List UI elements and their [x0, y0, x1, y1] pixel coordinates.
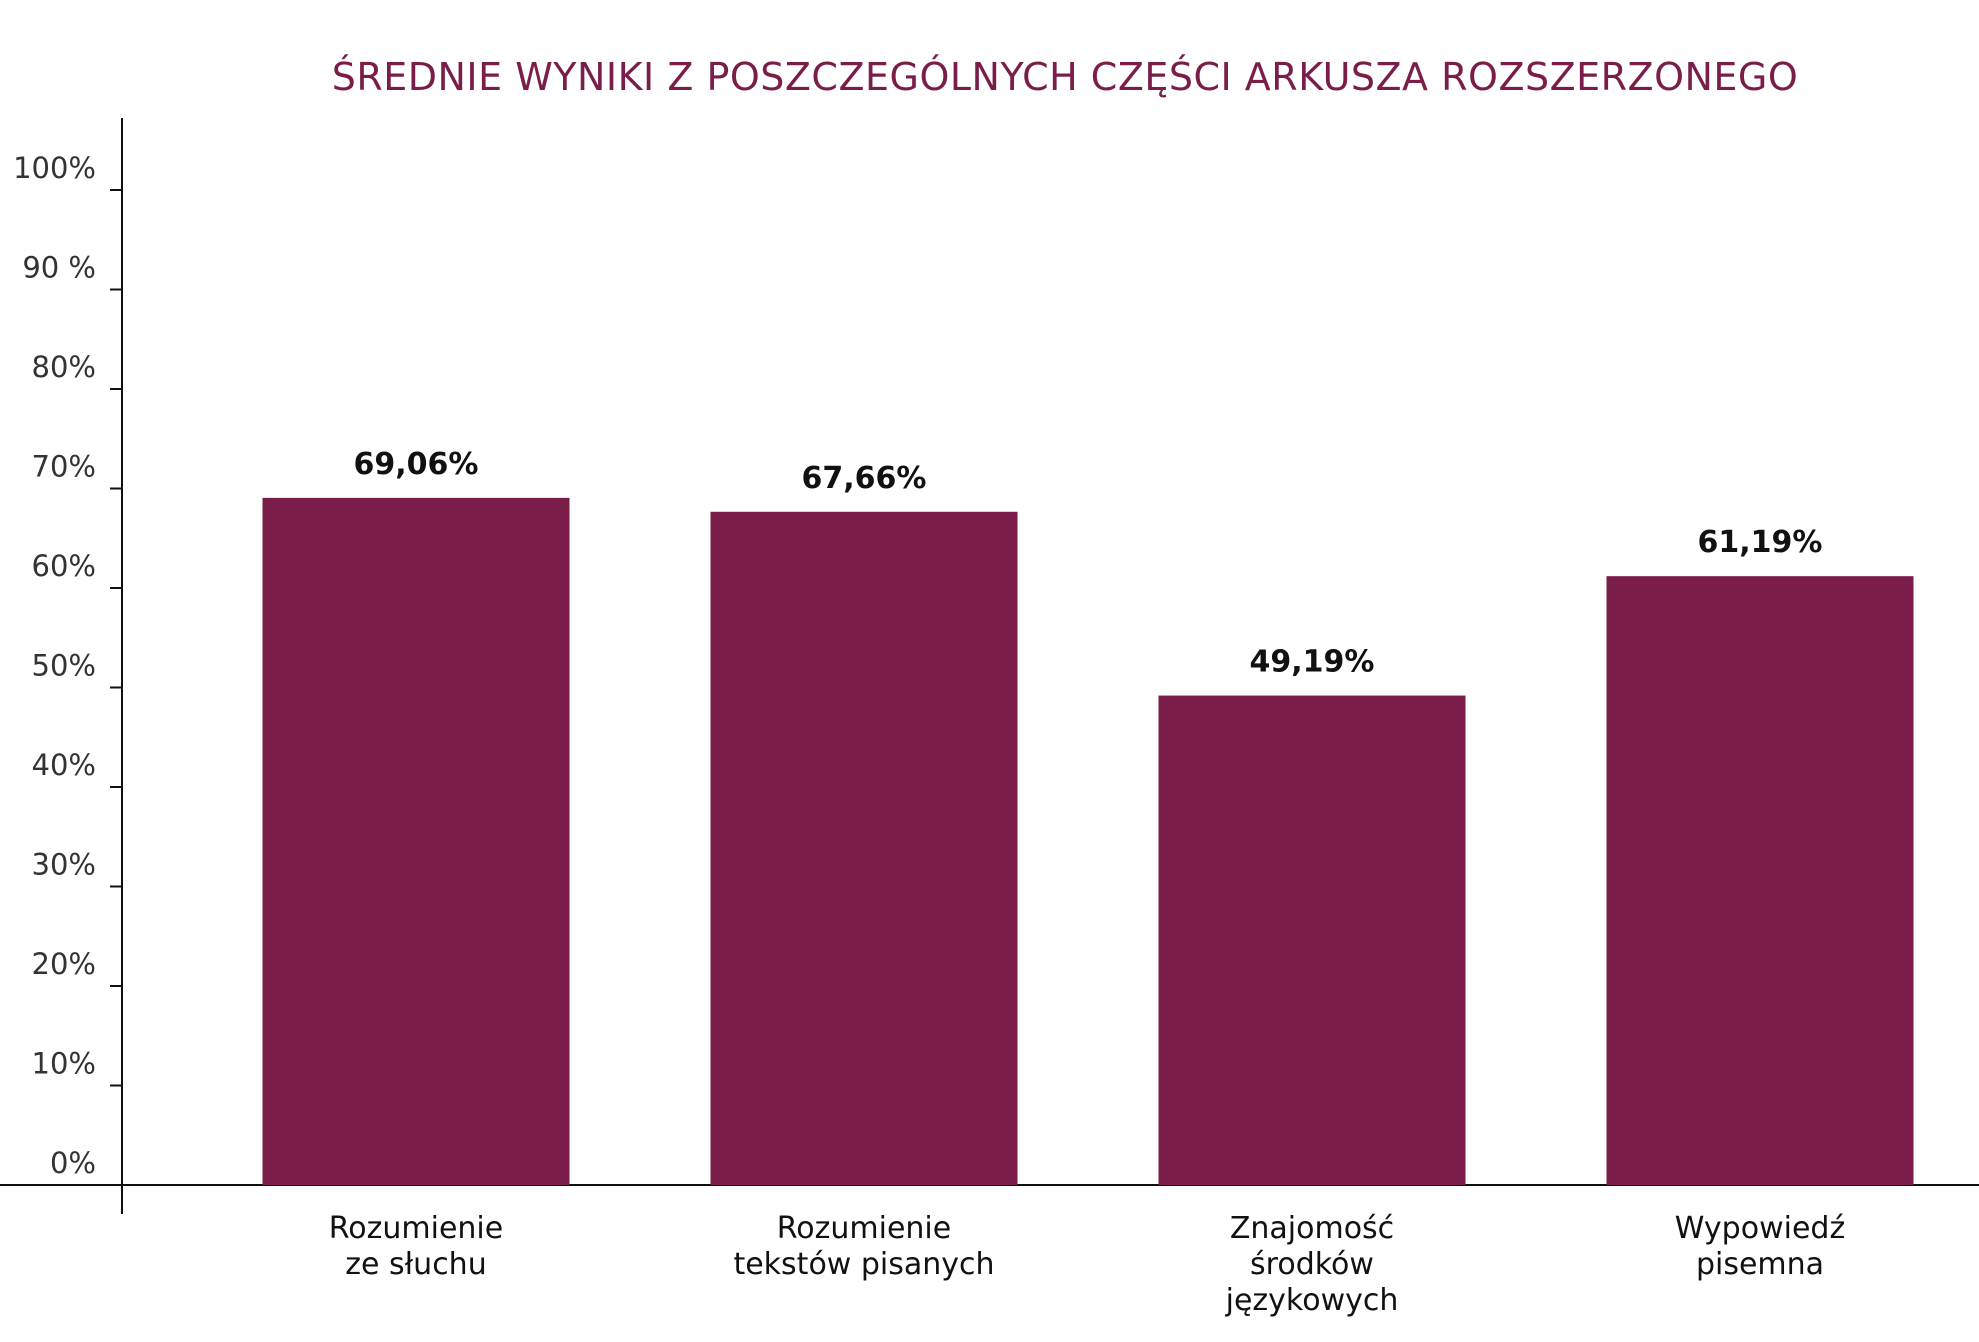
y-tick-label: 70%: [32, 450, 96, 484]
bar-value-label: 61,19%: [1698, 525, 1823, 560]
y-tick-label: 0%: [50, 1146, 96, 1180]
y-tick-label: 80%: [32, 350, 96, 384]
x-category-label: Znajomość środków językowych: [1225, 1211, 1399, 1318]
bar-value-label: 67,66%: [802, 461, 927, 496]
bar: [1606, 576, 1914, 1185]
bar: [262, 497, 570, 1185]
bar-value-label: 49,19%: [1250, 645, 1375, 680]
y-tick-label: 60%: [32, 549, 96, 583]
y-tick-label: 100%: [13, 151, 96, 185]
y-tick-label: 40%: [32, 748, 96, 782]
bars: [262, 497, 1914, 1186]
value-labels: 69,06% 67,66% 49,19% 61,19%: [354, 447, 1823, 680]
bar: [1158, 695, 1466, 1185]
bar-value-label: 69,06%: [354, 447, 479, 482]
x-category-label: Wypowiedź pisemna: [1675, 1211, 1845, 1282]
category-labels: Rozumienie ze słuchu Rozumienie tekstów pis…: [329, 1211, 1845, 1318]
y-tick-label: 30%: [32, 848, 96, 882]
x-category-label: Rozumienie tekstów pisanych: [733, 1211, 994, 1282]
y-tick-label: 10%: [32, 1047, 96, 1081]
chart-title: ŚREDNIE WYNIKI Z POSZCZEGÓLNYCH CZĘŚCI A…: [332, 55, 1799, 99]
y-tick-label: 20%: [32, 947, 96, 981]
bar: [710, 511, 1018, 1186]
x-category-label: Rozumienie ze słuchu: [329, 1211, 503, 1282]
y-axis-ticks: 0% 10% 20% 30% 40% 50% 60% 70% 80% 90 % 100%: [13, 151, 122, 1186]
y-tick-label: 50%: [32, 649, 96, 683]
y-tick-label: 90 %: [22, 251, 96, 285]
